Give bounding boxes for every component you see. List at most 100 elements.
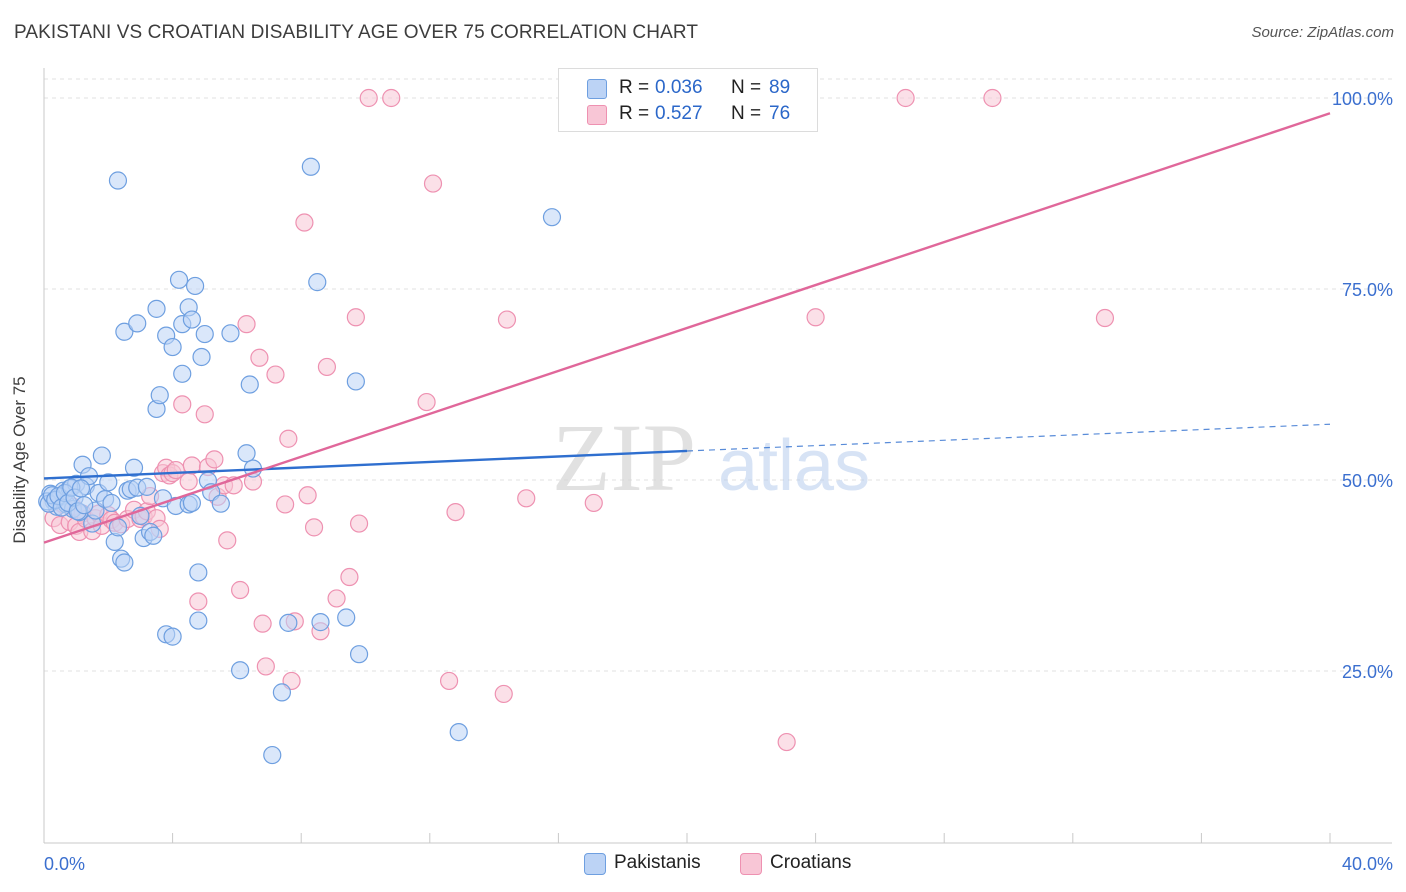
croatians-point xyxy=(195,405,214,424)
legend-n-value: 76 xyxy=(769,103,791,124)
pakistanis-point xyxy=(124,458,144,477)
legend-r-label: R = xyxy=(619,77,650,98)
croatians-point xyxy=(359,88,378,108)
legend-r-value: 0.527 xyxy=(655,103,703,124)
pakistanis-point xyxy=(115,322,134,341)
croatians-point xyxy=(346,308,365,327)
bottom-legend-label: Pakistanis xyxy=(614,852,701,873)
trend-lines xyxy=(43,112,1331,544)
croatians-point xyxy=(304,518,324,537)
watermark-atlas: atlas xyxy=(718,426,870,506)
pakistanis-point xyxy=(301,157,320,176)
pakistanis-trend-extension xyxy=(686,423,1331,452)
croatians-point xyxy=(349,514,369,533)
pakistanis-point xyxy=(189,611,208,630)
y-tick-label: 100.0% xyxy=(1332,89,1393,109)
pakistanis-point xyxy=(150,386,169,405)
x-tick-label: 0.0% xyxy=(44,854,85,874)
pakistanis-point xyxy=(108,171,128,190)
pakistanis-point xyxy=(542,208,562,227)
pakistanis-point xyxy=(102,493,121,513)
pakistanis-point xyxy=(75,496,94,515)
croatians-point xyxy=(276,495,295,514)
croatians-point xyxy=(584,493,603,513)
croatians-point xyxy=(189,592,208,611)
croatians-point xyxy=(446,502,465,522)
croatians-point xyxy=(179,472,198,491)
pakistanis-point xyxy=(195,324,214,344)
legend-swatch-blue xyxy=(587,79,607,99)
pakistanis-point xyxy=(449,723,468,742)
pakistanis-point xyxy=(192,347,211,367)
pakistanis-point xyxy=(272,683,292,702)
croatians-point xyxy=(382,88,401,108)
pakistanis-trend-line xyxy=(43,449,688,480)
croatians-point xyxy=(295,213,314,232)
correlation-legend: R = 0.036 N = 89 R = 0.527 N = 76 xyxy=(558,68,818,132)
pakistanis-point xyxy=(71,479,91,498)
pakistanis-point xyxy=(182,310,201,329)
croatians-point xyxy=(896,88,915,108)
croatians-point xyxy=(983,88,1002,108)
croatians-point xyxy=(253,614,272,633)
pakistanis-point xyxy=(99,473,118,492)
croatians-point xyxy=(250,348,269,367)
croatians-point xyxy=(266,365,285,384)
pakistanis-point xyxy=(115,553,134,572)
pakistanis-point xyxy=(163,337,182,357)
legend-n-label: N = xyxy=(731,103,762,124)
croatians-point xyxy=(417,392,436,412)
croatians-point xyxy=(517,489,536,508)
pakistanis-point xyxy=(337,608,356,627)
y-tick-label: 75.0% xyxy=(1342,280,1393,300)
watermark: ZIP atlas xyxy=(552,404,870,511)
pakistanis-point xyxy=(128,314,147,333)
pakistanis-point xyxy=(237,444,256,463)
croatians-trend-line xyxy=(43,112,1331,544)
pakistanis-point xyxy=(163,627,182,646)
croatians-point xyxy=(173,395,192,414)
croatians-point xyxy=(423,174,443,193)
pakistanis-point xyxy=(279,613,298,632)
pakistanis-point xyxy=(137,477,156,496)
croatians-point xyxy=(237,315,256,334)
pakistanis-point xyxy=(189,563,208,582)
croatians-point xyxy=(777,732,796,752)
pakistanis-point xyxy=(349,645,369,664)
chart-title: PAKISTANI VS CROATIAN DISABILITY AGE OVE… xyxy=(14,22,699,43)
pakistanis-point xyxy=(173,364,192,383)
bottom-legend-swatch-blue xyxy=(584,853,606,875)
pakistanis-points xyxy=(38,157,562,765)
pakistanis-point xyxy=(308,273,327,292)
legend-swatch-pink xyxy=(587,105,607,125)
pakistanis-point xyxy=(108,518,128,537)
pakistanis-point xyxy=(92,446,111,465)
pakistanis-point xyxy=(221,324,240,343)
legend-r-label: R = xyxy=(619,103,650,124)
pakistanis-point xyxy=(186,276,205,296)
croatians-point xyxy=(497,310,517,329)
croatians-point xyxy=(1095,308,1115,328)
pakistanis-point xyxy=(240,375,259,394)
croatians-point xyxy=(298,486,317,505)
croatians-point xyxy=(439,671,459,691)
pakistanis-point xyxy=(263,745,282,765)
pakistanis-point xyxy=(311,613,330,632)
watermark-zip: ZIP xyxy=(552,404,696,511)
legend-r-value: 0.036 xyxy=(655,77,703,98)
y-tick-label: 50.0% xyxy=(1342,471,1393,491)
legend-n-value: 89 xyxy=(769,77,791,98)
pakistanis-point xyxy=(169,270,189,289)
croatians-point xyxy=(279,429,298,448)
legend-n-label: N = xyxy=(731,77,762,98)
pakistanis-point xyxy=(144,526,163,545)
croatians-point xyxy=(494,684,513,704)
tick-labels: 25.0% 50.0% 75.0% 100.0% 0.0% 40.0% xyxy=(44,89,1393,874)
croatians-point xyxy=(317,357,337,377)
croatians-point xyxy=(218,531,237,550)
croatians-point xyxy=(205,450,224,469)
croatians-point xyxy=(327,589,346,608)
source-note: Source: ZipAtlas.com xyxy=(1251,24,1394,41)
pakistanis-point xyxy=(231,661,250,680)
